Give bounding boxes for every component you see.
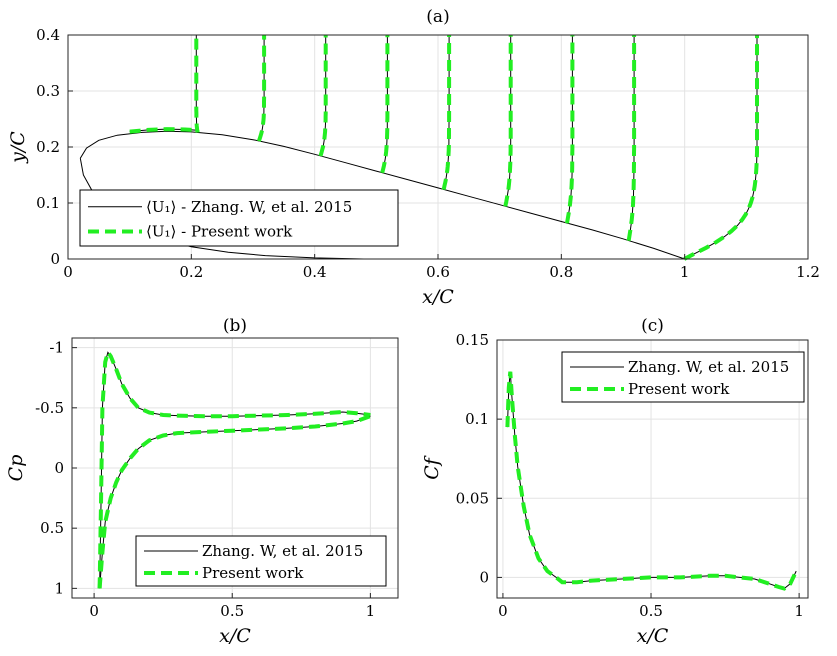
y-tick-label: 0.3: [36, 82, 60, 100]
x-tick-label: 0: [498, 602, 508, 620]
velocity-profile-5-present-line: [503, 35, 513, 207]
x-tick-label: 0.5: [639, 602, 663, 620]
y-tick-label: 0.1: [465, 410, 489, 428]
y-tick-label: -1: [49, 339, 64, 357]
legend-c: Zhang. W, et al. 2015 Present work: [561, 351, 805, 403]
y-axis-label-c: Cf: [421, 455, 443, 480]
velocity-profile-2-present-line: [318, 35, 328, 157]
panel-title-c: (c): [641, 316, 664, 336]
skin-friction-reference-line: [506, 371, 797, 590]
x-axis-label-c: x/C: [637, 625, 669, 647]
skin-friction-present-line: [505, 371, 799, 591]
x-axis-label-a: x/C: [422, 286, 454, 308]
panel-title-b: (b): [223, 316, 247, 336]
x-tick-label: 0: [63, 263, 73, 281]
y-axis-label-b: Cp: [5, 455, 27, 482]
data-b: [97, 347, 372, 589]
y-tick-label: 1: [54, 579, 64, 597]
grid-b: [72, 338, 398, 598]
y-tick-label: 0: [50, 250, 60, 268]
airfoil-upper-surface: [79, 130, 685, 260]
x-tick-label: 0.2: [179, 263, 203, 281]
legend-entry-reference: Zhang. W, et al. 2015: [202, 542, 363, 560]
legend-entry-reference: ⟨U₁⟩ - Zhang. W, et al. 2015: [146, 198, 352, 216]
y-tick-label: -0.5: [35, 399, 64, 417]
legend-entry-present: ⟨U₁⟩ - Present work: [146, 222, 293, 240]
legend-a: ⟨U₁⟩ - Zhang. W, et al. 2015 ⟨U₁⟩ - Pres…: [79, 189, 399, 247]
y-tick-label: 0: [54, 459, 64, 477]
x-tick-label: 0.4: [303, 263, 327, 281]
x-tick-label: 0.5: [220, 602, 244, 620]
velocity-profile-0-present-line: [129, 35, 200, 134]
x-tick-label: 0.6: [426, 263, 450, 281]
suction-side-present-line: [97, 347, 371, 589]
velocity-profile-3-present-line: [380, 35, 390, 174]
velocity-profile-6-present-line: [565, 35, 575, 224]
velocity-profile-1-present-line: [257, 35, 267, 142]
legend-entry-reference: Zhang. W, et al. 2015: [628, 358, 789, 376]
data-c: [505, 371, 799, 591]
ticks-a: 0 0.2 0.4 0.6 0.8 1 1.2 0 0.1 0.2 0.3 0.4: [36, 26, 820, 281]
panel-title-a: (a): [426, 7, 449, 27]
y-axis-label-a: y/C: [7, 131, 29, 164]
x-tick-label: 1: [794, 602, 804, 620]
panel-b: 0 0.5 1 -1 -0.5 0 0.5 1 (b) x/C Cp Zhang. W, et…: [5, 316, 399, 647]
ticks-b: 0 0.5 1 -1 -0.5 0 0.5 1: [35, 339, 375, 620]
legend-box-b: [135, 535, 387, 587]
legend-box-a: [79, 189, 399, 247]
legend-b: Zhang. W, et al. 2015 Present work: [135, 535, 387, 587]
y-tick-label: 0.05: [456, 489, 489, 507]
x-tick-label: 1.2: [796, 263, 820, 281]
y-tick-label: 0.1: [36, 194, 60, 212]
axes-frame-c: [496, 339, 809, 599]
x-tick-label: 0: [89, 602, 99, 620]
y-tick-label: 0.5: [40, 519, 64, 537]
velocity-profile-0-reference-line: [129, 35, 198, 133]
panel-c: 0 0.5 1 0 0.05 0.1 0.15 (c) x/C Cf Zhang. W, e…: [421, 316, 809, 647]
y-tick-label: 0: [479, 568, 489, 586]
y-tick-label: 0.4: [36, 26, 60, 44]
y-tick-label: 0.2: [36, 138, 60, 156]
pressure-side-present-line: [97, 414, 372, 589]
legend-entry-present: Present work: [628, 380, 730, 398]
velocity-profile-7-present-line: [626, 35, 637, 242]
x-tick-label: 1: [366, 602, 376, 620]
x-axis-label-b: x/C: [219, 625, 251, 647]
x-tick-label: 1: [680, 263, 690, 281]
y-tick-label: 0.15: [456, 331, 489, 349]
legend-box-c: [561, 351, 805, 403]
velocity-profile-8-present-line: [683, 35, 759, 261]
velocity-profile-4-present-line: [441, 35, 452, 191]
panel-a: 0 0.2 0.4 0.6 0.8 1 1.2 0 0.1 0.2 0.3 0.4 (a) x/C y…: [7, 7, 820, 308]
legend-entry-present: Present work: [202, 564, 304, 582]
x-tick-label: 0.8: [549, 263, 573, 281]
ticks-c: 0 0.5 1 0 0.05 0.1 0.15: [456, 331, 804, 620]
